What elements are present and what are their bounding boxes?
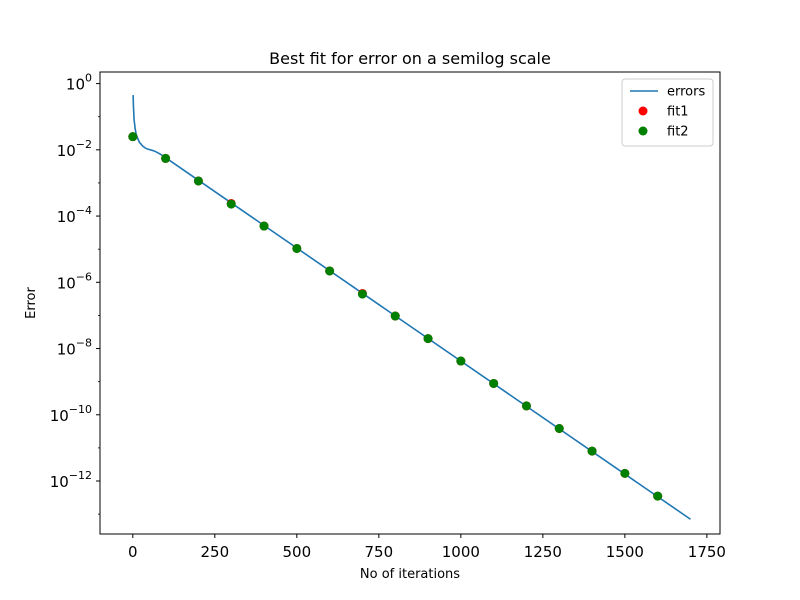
y-tick-label: 10−2 <box>57 138 92 160</box>
point-fit2-15 <box>620 468 630 478</box>
legend: errors fit1 fit2 <box>621 78 714 147</box>
point-fit2-4 <box>259 221 269 231</box>
y-tick-label: 10−12 <box>50 469 92 491</box>
series-line-errors <box>132 95 691 520</box>
x-tick-label: 1250 <box>524 543 562 561</box>
legend-label-errors: errors <box>667 85 705 100</box>
point-fit2-3 <box>226 199 236 209</box>
legend-label-fit2: fit2 <box>667 125 689 140</box>
x-tick-label: 250 <box>200 543 229 561</box>
point-fit2-2 <box>193 176 203 186</box>
x-tick-label: 1500 <box>606 543 644 561</box>
y-tick-label: 10−4 <box>57 204 92 226</box>
y-tick-label: 10−8 <box>57 337 92 359</box>
point-fit2-14 <box>587 446 597 456</box>
chart-title: Best fit for error on a semilog scale <box>269 49 551 68</box>
y-tick-label: 10−6 <box>57 270 92 292</box>
x-axis-label: No of iterations <box>360 567 460 582</box>
point-fit2-10 <box>456 356 466 366</box>
point-fit2-16 <box>653 491 663 501</box>
plot-area <box>128 95 691 520</box>
x-tick-label: 1750 <box>688 543 726 561</box>
y-tick-label: 10−10 <box>50 403 92 425</box>
point-fit2-9 <box>423 334 433 344</box>
y-axis: 100 10−2 10−4 10−6 10−8 10−10 10−12 <box>50 72 100 515</box>
point-fit2-11 <box>489 378 499 388</box>
y-axis-label: Error <box>24 287 39 319</box>
point-fit2-0 <box>128 132 138 142</box>
x-tick-label: 0 <box>128 543 138 561</box>
point-fit2-7 <box>357 289 367 299</box>
x-axis: 0 250 500 750 1000 1250 1500 1750 <box>128 534 726 561</box>
point-fit2-1 <box>161 153 171 163</box>
legend-label-fit1: fit1 <box>667 105 689 120</box>
point-fit2-5 <box>292 243 302 253</box>
y-tick-label: 100 <box>66 72 92 94</box>
legend-swatch-fit2 <box>638 126 648 136</box>
x-tick-label: 750 <box>365 543 394 561</box>
point-fit2-12 <box>521 401 531 411</box>
point-fit2-6 <box>325 266 335 276</box>
point-fit2-13 <box>554 424 564 433</box>
point-fit2-8 <box>390 311 400 321</box>
x-tick-label: 500 <box>283 543 312 561</box>
x-tick-label: 1000 <box>442 543 480 561</box>
plot-frame <box>99 71 721 535</box>
legend-swatch-fit1 <box>638 106 648 116</box>
